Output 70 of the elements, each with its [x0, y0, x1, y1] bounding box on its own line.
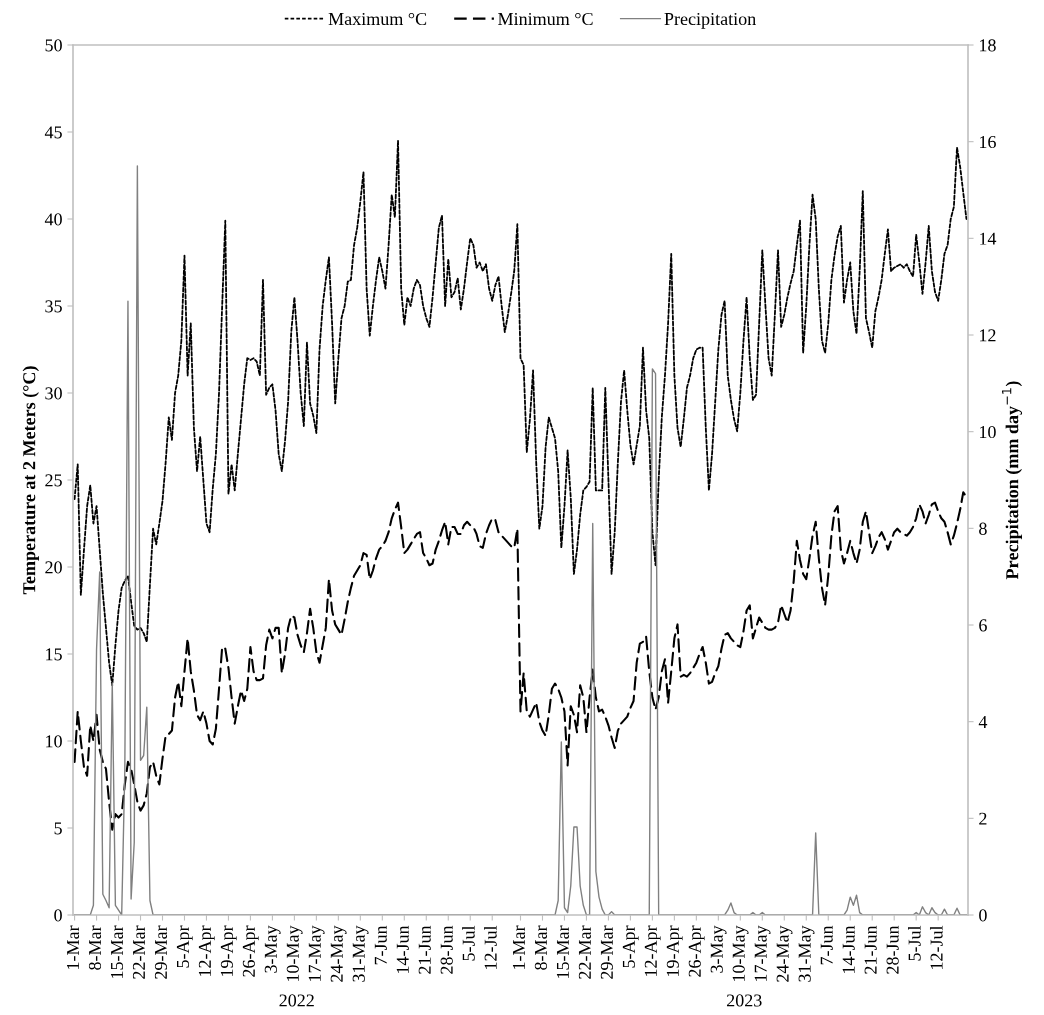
y-tick-label: 20 [45, 561, 62, 574]
x-tick-label: 3-May [264, 925, 281, 973]
x-tick-label: 28-Jun [886, 925, 899, 974]
line-series [73, 139, 968, 687]
x-tick-label: 29-Mar [154, 925, 168, 979]
y-tick-label: 15 [46, 648, 62, 661]
y2-tick-label: 14 [980, 232, 997, 245]
x-tick-label: 7-Jun [374, 925, 387, 965]
y2-axis-title: Precipitation (mm day$^{−1}$) [1002, 381, 1023, 580]
x-tick-label: 26-Apr [688, 925, 705, 977]
x-tick-label: 31-May [798, 925, 815, 982]
y2-tick-label: 0 [979, 909, 987, 922]
y2-tick-label: 10 [980, 425, 996, 439]
y-tick-label: 45 [44, 126, 62, 139]
x-tick-label: 3-May [710, 925, 727, 973]
x-tick-label: 21-Jun [864, 925, 877, 974]
y2-tick-label: 2 [979, 812, 987, 825]
x-tick-label: 21-Jun [418, 925, 431, 974]
x-tick-label: 12-Apr [644, 925, 661, 976]
y2-tick-label: 16 [980, 135, 996, 149]
x-tick-label: 12-Jul [929, 925, 943, 969]
x-tick-label: 22-Mar [578, 925, 591, 979]
x-tick-label: 5-Apr [622, 925, 639, 968]
legend-label: Minimum °C [498, 12, 593, 26]
x-tick-label: 14-Jun [842, 925, 855, 973]
y2-tick-label: 6 [979, 619, 987, 632]
x-tick-label: 28-Jun [440, 925, 453, 974]
x-tick-label: 8-Mar [534, 925, 547, 970]
x-tick-label: 24-May [776, 925, 793, 982]
x-tick-label: 24-May [330, 925, 347, 982]
x-tick-label: 5-Apr [176, 925, 193, 968]
y2-tick-label: 12 [980, 329, 996, 342]
x-tick-label: 31-May [352, 925, 369, 982]
text: 2022 [279, 994, 314, 1007]
x-tick-label: 8-Mar [88, 925, 102, 970]
y2-tick-label: 18 [980, 39, 996, 52]
x-tick-label: 5-Jul [462, 925, 475, 961]
y-tick-label: 50 [45, 39, 62, 52]
text: 2023 [726, 994, 762, 1007]
x-tick-label: 19-Apr [666, 925, 683, 976]
x-tick-label: 22-Mar [132, 925, 146, 979]
x-tick-label: 10-May [286, 925, 303, 981]
y-tick-label: 25 [45, 474, 62, 487]
line-series [73, 491, 968, 831]
y-tick-label: 30 [45, 387, 62, 400]
x-tick-label: 15-Mar [110, 925, 124, 978]
y-tick-label: 10 [46, 735, 62, 748]
x-tick-label: 12-Apr [198, 925, 215, 976]
legend-label: Maximum °C [328, 12, 427, 26]
x-tick-label: 14-Jun [396, 925, 409, 973]
y-tick-label: 40 [44, 213, 62, 226]
y-tick-label: 5 [54, 822, 62, 835]
y2-tick-label: 8 [979, 522, 987, 535]
x-tick-label: 29-Mar [600, 925, 613, 979]
y-tick-label: 35 [45, 300, 62, 313]
x-tick-label: 19-Apr [220, 925, 237, 976]
x-tick-label: 17-May [754, 925, 771, 981]
legend-label: Precipitation [664, 12, 756, 29]
x-tick-label: 17-May [308, 925, 325, 981]
x-tick-label: 12-Jul [484, 925, 497, 969]
y-tick-label: 0 [54, 909, 62, 922]
y-axis-title: Temperature at 2 Meters (°C) [22, 366, 39, 595]
x-tick-label: 5-Jul [908, 925, 921, 961]
x-tick-label: 10-May [732, 925, 749, 981]
y2-tick-label: 4 [978, 716, 988, 728]
x-tick-label: 26-Apr [242, 925, 259, 977]
x-tick-label: 1-Mar [512, 925, 526, 969]
x-tick-label: 1-Mar [66, 925, 80, 969]
x-tick-label: 7-Jun [820, 925, 833, 965]
x-tick-label: 15-Mar [556, 925, 569, 978]
